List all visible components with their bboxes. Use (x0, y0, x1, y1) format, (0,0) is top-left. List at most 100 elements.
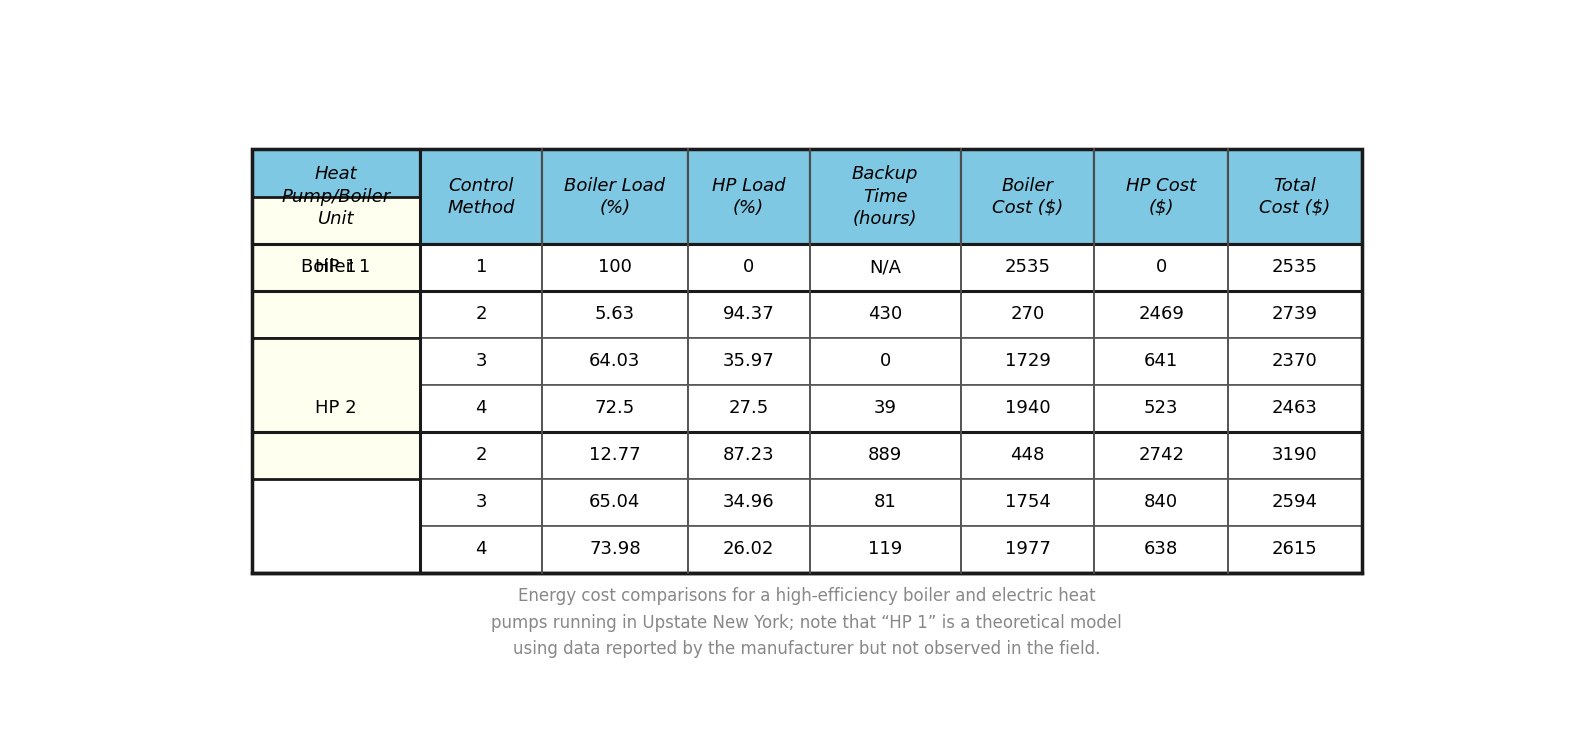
Text: HP Cost
($): HP Cost ($) (1125, 176, 1196, 217)
Bar (1094, 385, 1228, 432)
Bar (688, 291, 809, 338)
Bar (809, 432, 960, 479)
Text: 2469: 2469 (1138, 306, 1184, 324)
Bar (420, 244, 541, 291)
Bar (420, 291, 541, 338)
Text: 2: 2 (475, 446, 486, 464)
Text: 2370: 2370 (1272, 353, 1317, 371)
Text: 2615: 2615 (1272, 540, 1317, 558)
Bar (1094, 338, 1228, 385)
Bar (1228, 338, 1362, 385)
Bar (688, 385, 809, 432)
Bar (960, 244, 1094, 291)
Text: N/A: N/A (869, 258, 902, 277)
Bar (809, 385, 960, 432)
Bar (1228, 432, 1362, 479)
Bar (688, 432, 809, 479)
Bar (252, 150, 420, 244)
Text: 4: 4 (475, 540, 486, 558)
Bar (960, 526, 1094, 573)
Bar (809, 479, 960, 526)
Text: 3190: 3190 (1272, 446, 1317, 464)
Bar (541, 338, 688, 385)
Text: 26.02: 26.02 (722, 540, 774, 558)
Bar (809, 526, 960, 573)
Bar (688, 526, 809, 573)
Bar (541, 432, 688, 479)
Bar (1094, 291, 1228, 338)
Text: 638: 638 (1144, 540, 1179, 558)
Text: 270: 270 (1011, 306, 1045, 324)
Bar (252, 338, 420, 479)
Bar (1094, 244, 1228, 291)
Text: 2463: 2463 (1272, 400, 1317, 417)
Text: 1: 1 (475, 258, 486, 277)
Text: 119: 119 (867, 540, 902, 558)
Text: 1754: 1754 (1004, 493, 1050, 511)
Bar (960, 432, 1094, 479)
Bar (420, 479, 541, 526)
Bar (541, 385, 688, 432)
Text: Energy cost comparisons for a high-efficiency boiler and electric heat
pumps run: Energy cost comparisons for a high-effic… (491, 587, 1122, 658)
Bar (541, 526, 688, 573)
Text: 2594: 2594 (1272, 493, 1317, 511)
Text: 65.04: 65.04 (589, 493, 641, 511)
Text: HP Load
(%): HP Load (%) (711, 176, 785, 217)
Bar (1094, 432, 1228, 479)
Bar (420, 150, 541, 244)
Bar (1094, 526, 1228, 573)
Text: 34.96: 34.96 (722, 493, 774, 511)
Text: 448: 448 (1011, 446, 1045, 464)
Bar (688, 479, 809, 526)
Bar (541, 150, 688, 244)
Bar (1228, 479, 1362, 526)
Text: HP 2: HP 2 (315, 400, 357, 417)
Text: Control
Method: Control Method (447, 176, 515, 217)
Bar (252, 244, 420, 291)
Text: 889: 889 (867, 446, 902, 464)
Bar (1228, 244, 1362, 291)
Text: Backup
Time
(hours): Backup Time (hours) (852, 165, 918, 228)
Text: 12.77: 12.77 (589, 446, 641, 464)
Text: 72.5: 72.5 (595, 400, 634, 417)
Text: Boiler 1: Boiler 1 (301, 258, 370, 277)
Text: 1940: 1940 (1004, 400, 1050, 417)
Bar (420, 526, 541, 573)
Bar (688, 150, 809, 244)
Bar (1228, 150, 1362, 244)
Text: 73.98: 73.98 (589, 540, 641, 558)
Text: 0: 0 (880, 353, 891, 371)
Text: Heat
Pump/Boiler
Unit: Heat Pump/Boiler Unit (282, 165, 390, 228)
Bar (688, 244, 809, 291)
Text: 1729: 1729 (1004, 353, 1050, 371)
Text: 2742: 2742 (1138, 446, 1184, 464)
Bar (809, 244, 960, 291)
Text: 2739: 2739 (1272, 306, 1317, 324)
Text: 4: 4 (475, 400, 486, 417)
Text: 2535: 2535 (1272, 258, 1317, 277)
Text: 2: 2 (475, 306, 486, 324)
Bar (420, 385, 541, 432)
Bar (960, 150, 1094, 244)
Bar (960, 385, 1094, 432)
Bar (1228, 385, 1362, 432)
Text: Boiler
Cost ($): Boiler Cost ($) (992, 176, 1062, 217)
Bar (1094, 479, 1228, 526)
Text: 0: 0 (743, 258, 754, 277)
Bar (1228, 291, 1362, 338)
Text: Total
Cost ($): Total Cost ($) (1259, 176, 1330, 217)
Text: HP 1: HP 1 (315, 258, 357, 277)
Bar (252, 197, 420, 338)
Text: 2535: 2535 (1004, 258, 1050, 277)
Bar (809, 150, 960, 244)
Text: 523: 523 (1144, 400, 1179, 417)
Text: Boiler Load
(%): Boiler Load (%) (565, 176, 666, 217)
Text: 5.63: 5.63 (595, 306, 634, 324)
Bar (541, 291, 688, 338)
Text: 3: 3 (475, 353, 486, 371)
Bar (809, 291, 960, 338)
Text: 840: 840 (1144, 493, 1179, 511)
Bar (420, 432, 541, 479)
Bar (541, 244, 688, 291)
Bar (252, 150, 1362, 573)
